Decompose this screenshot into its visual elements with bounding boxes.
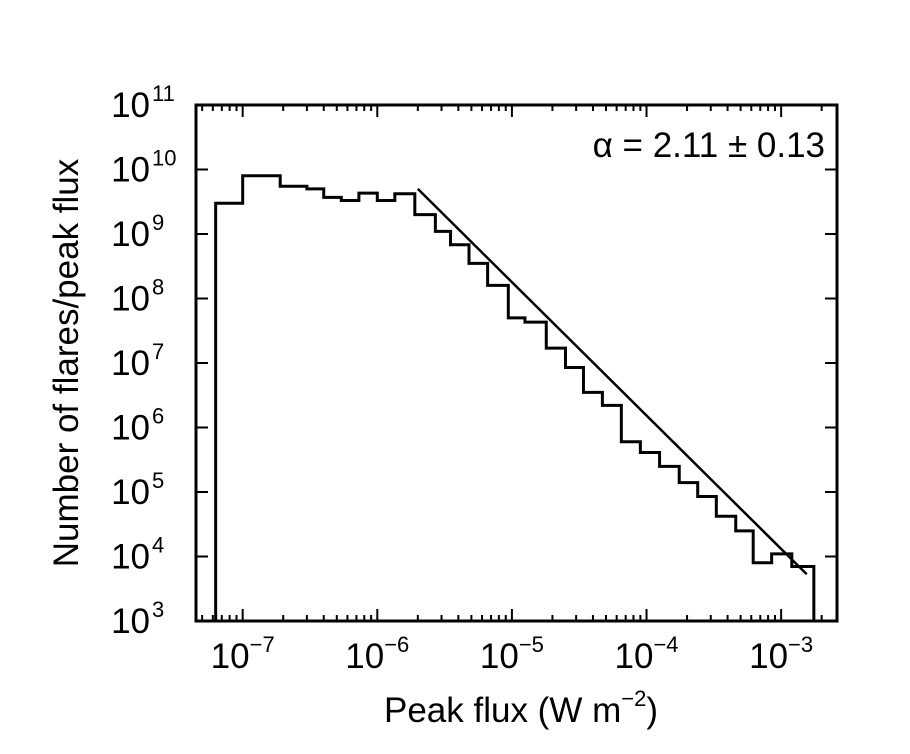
- y-tick-label: 107: [111, 339, 164, 383]
- x-tick-label: 10−6: [345, 632, 409, 676]
- tick-marks: [196, 105, 837, 621]
- y-tick-label: 106: [111, 404, 164, 448]
- y-tick-label: 1010: [111, 146, 176, 190]
- tick-labels: 10−7 10−6 10−5 10−4 10−3 103 104 105 106 107 108 10…: [111, 81, 813, 676]
- x-tick-label: 10−4: [615, 632, 679, 676]
- y-tick-label: 103: [111, 597, 164, 641]
- y-tick-label: 105: [111, 468, 164, 512]
- power-law-fit-line: [416, 188, 808, 576]
- y-tick-label: 104: [111, 533, 164, 577]
- histogram-step-series: [214, 174, 816, 621]
- annotation-alpha: α = 2.11 ± 0.13: [593, 126, 825, 165]
- y-tick-label: 108: [111, 275, 164, 319]
- y-tick-label: 1011: [111, 81, 175, 125]
- plot-data: [214, 174, 816, 621]
- x-tick-label: 10−3: [749, 632, 813, 676]
- x-axis-label: Peak flux (W m−2): [384, 686, 658, 730]
- x-tick-label: 10−5: [480, 632, 544, 676]
- plot-frame: [194, 103, 839, 623]
- y-tick-label: 109: [111, 210, 164, 254]
- x-tick-label: 10−7: [211, 632, 275, 676]
- y-axis-label: Number of flares/peak flux: [47, 158, 86, 567]
